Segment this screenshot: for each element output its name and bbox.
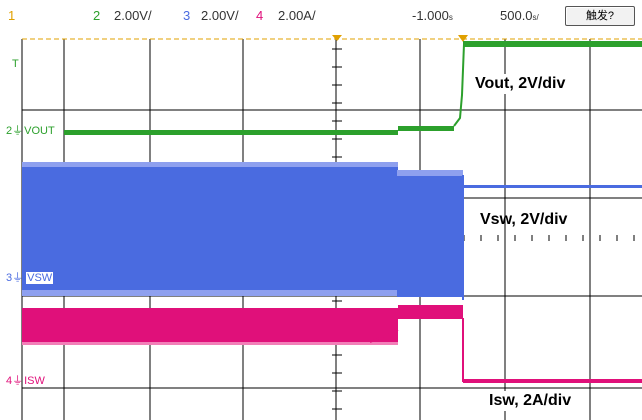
ch2-scale: 2.00V/	[114, 8, 152, 23]
trigger-channel-indicator: 1	[8, 8, 16, 23]
isw-annotation: Isw, 2A/div	[487, 391, 574, 411]
vsw-label: VSW	[25, 271, 55, 285]
ch3-number: 3	[183, 8, 191, 23]
vout-label: VOUT	[24, 125, 55, 137]
vsw-channel-marker: 3⏚ VSW	[6, 271, 55, 285]
timebase: 500.0s/	[500, 8, 539, 23]
vsw-annotation: Vsw, 2V/div	[480, 211, 568, 228]
ch3-scale: 2.00V/	[201, 8, 239, 23]
isw-label: ISW	[24, 375, 45, 387]
isw-trace	[22, 305, 642, 383]
ch4-scale: 2.00A/	[278, 8, 316, 23]
vout-annotation: Vout, 2V/div	[473, 74, 568, 94]
scope-status-bar: 1 2 2.00V/ 3 2.00V/ 4 2.00A/ -1.000s 500…	[0, 0, 642, 30]
ch4-number: 4	[256, 8, 264, 23]
trigger-level-marker: T	[12, 58, 19, 70]
trigger-status-button[interactable]: 触发?	[565, 6, 635, 26]
trigger-position-marker	[332, 35, 342, 41]
ch2-number: 2	[93, 8, 101, 23]
time-offset: -1.000s	[412, 8, 453, 23]
time-reference-marker	[458, 35, 468, 42]
vsw-trace	[22, 162, 642, 300]
isw-channel-marker: 4⏚ISW	[6, 375, 45, 387]
vout-trace	[64, 41, 642, 135]
vout-channel-marker: 2⏚VOUT	[6, 125, 55, 137]
